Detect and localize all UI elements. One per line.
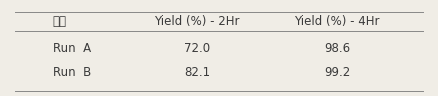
Text: 98.6: 98.6 [324, 41, 350, 55]
Text: Run  B: Run B [53, 66, 91, 79]
Text: 99.2: 99.2 [324, 66, 350, 79]
Text: Yield (%) - 2Hr: Yield (%) - 2Hr [154, 15, 240, 28]
Text: 82.1: 82.1 [184, 66, 210, 79]
Text: 시료: 시료 [53, 15, 67, 28]
Text: 72.0: 72.0 [184, 41, 210, 55]
Text: Yield (%) - 4Hr: Yield (%) - 4Hr [294, 15, 380, 28]
Text: Run  A: Run A [53, 41, 91, 55]
